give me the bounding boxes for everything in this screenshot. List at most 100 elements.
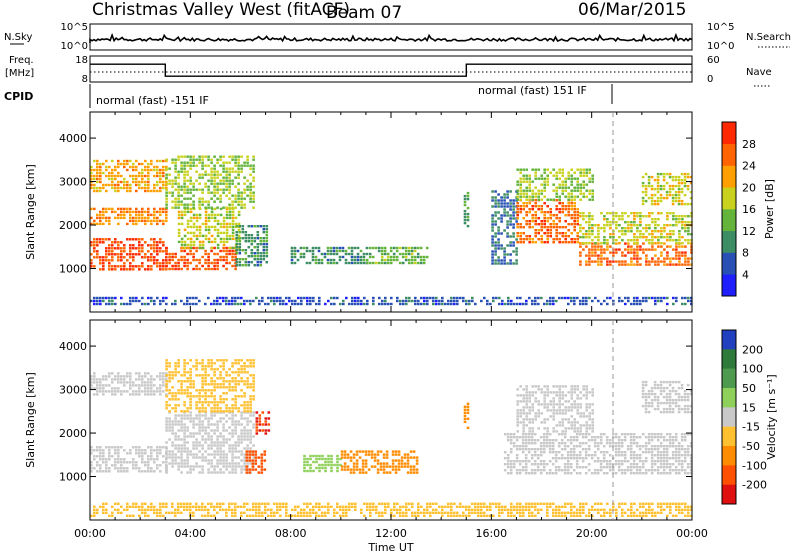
echo-cell — [240, 170, 243, 173]
echo-cell — [123, 378, 126, 381]
echo-cell — [111, 253, 114, 256]
echo-cell — [210, 161, 213, 164]
echo-cell — [216, 459, 219, 462]
echo-cell — [90, 174, 93, 178]
echo-cell — [617, 436, 621, 439]
echo-cell — [180, 246, 184, 250]
echo-cell — [650, 457, 654, 460]
echo-cell — [530, 463, 534, 466]
echo-cell — [522, 400, 525, 403]
echo-cell — [195, 432, 198, 435]
echo-cell — [582, 171, 585, 174]
echo-cell — [669, 224, 672, 227]
echo-cell — [597, 224, 600, 227]
echo-cell — [656, 184, 660, 188]
echo-cell — [237, 182, 240, 185]
echo-cell — [195, 389, 198, 392]
echo-cell — [198, 200, 201, 203]
echo-cell — [639, 299, 642, 303]
echo-cell — [623, 460, 627, 463]
echo-cell — [195, 234, 199, 238]
echo-cell — [506, 436, 510, 439]
echo-cell — [545, 442, 549, 445]
echo-cell — [252, 206, 255, 209]
echo-cell — [159, 446, 162, 449]
echo-cell — [343, 456, 347, 459]
echo-cell — [129, 372, 132, 375]
echo-cell — [543, 406, 546, 409]
echo-cell — [222, 237, 226, 241]
echo-cell — [204, 170, 207, 173]
echo-cell — [282, 302, 285, 306]
echo-cell — [531, 180, 534, 183]
echo-cell — [235, 252, 239, 255]
echo-cell — [180, 167, 183, 170]
echo-cell — [683, 436, 687, 439]
echo-cell — [123, 165, 126, 169]
echo-cell — [189, 179, 192, 182]
echo-cell — [216, 197, 219, 200]
echo-cell — [660, 227, 663, 230]
echo-cell — [222, 240, 226, 244]
echo-cell — [150, 446, 153, 449]
echo-cell — [265, 225, 269, 228]
echo-cell — [540, 229, 543, 232]
echo-cell — [624, 212, 627, 215]
echo-cell — [333, 302, 336, 306]
echo-cell — [222, 462, 225, 465]
echo-cell — [174, 267, 177, 271]
echo-cell — [500, 202, 503, 205]
echo-cell — [570, 183, 573, 186]
echo-cell — [138, 180, 141, 184]
echo-cell — [519, 226, 522, 229]
echo-cell — [686, 451, 690, 454]
echo-cell — [666, 257, 669, 260]
echo-cell — [213, 389, 216, 392]
echo-cell — [162, 244, 165, 247]
echo-cell — [90, 446, 93, 449]
echo-cell — [587, 433, 591, 436]
echo-cell — [564, 226, 567, 229]
echo-cell — [156, 165, 159, 169]
echo-cell — [542, 442, 546, 445]
echo-cell — [648, 233, 651, 236]
echo-cell — [426, 296, 429, 300]
echo-cell — [204, 438, 207, 441]
echo-cell — [248, 450, 252, 453]
echo-cell — [533, 433, 537, 436]
echo-cell — [165, 423, 168, 426]
echo-cell — [162, 262, 165, 265]
echo-cell — [150, 168, 153, 172]
echo-cell — [653, 454, 657, 457]
echo-cell — [602, 460, 606, 463]
echo-cell — [207, 213, 211, 217]
echo-cell — [237, 302, 240, 306]
echo-cell — [635, 466, 639, 469]
echo-cell — [150, 375, 153, 378]
echo-cell — [570, 232, 573, 235]
echo-cell — [552, 238, 555, 241]
echo-cell — [333, 463, 336, 467]
echo-cell — [235, 240, 239, 243]
echo-cell — [222, 231, 226, 235]
echo-cell — [663, 263, 666, 266]
echo-cell — [186, 246, 190, 250]
echo-cell — [207, 417, 210, 420]
echo-cell — [690, 257, 693, 260]
echo-cell — [573, 424, 576, 427]
echo-cell — [536, 463, 540, 466]
echo-cell — [666, 239, 669, 242]
echo-cell — [335, 261, 339, 265]
echo-cell — [210, 447, 213, 450]
echo-cell — [684, 245, 687, 248]
echo-cell — [500, 205, 503, 208]
echo-cell — [675, 224, 678, 227]
echo-cell — [117, 265, 120, 268]
echo-cell — [168, 453, 171, 456]
echo-cell — [663, 260, 666, 263]
echo-cell — [237, 410, 240, 413]
echo-cell — [177, 170, 180, 173]
echo-cell — [153, 207, 156, 211]
echo-cell — [123, 381, 126, 384]
echo-cell — [677, 445, 681, 448]
